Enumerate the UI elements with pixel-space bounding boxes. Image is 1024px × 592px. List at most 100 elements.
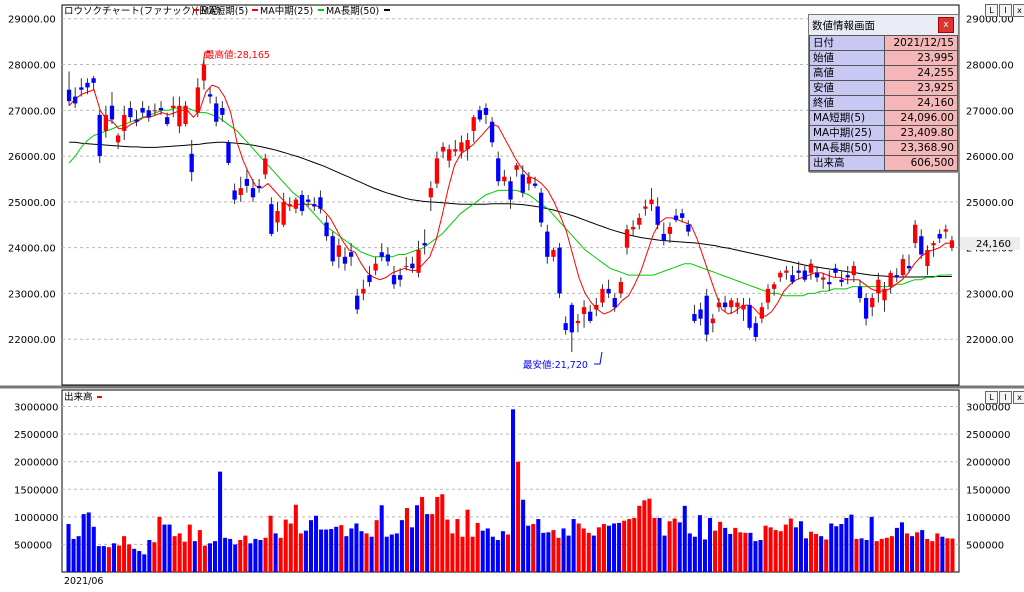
candle-body (207, 94, 213, 97)
candle-body (306, 199, 311, 202)
corner-btn-l-2[interactable]: L (985, 391, 998, 404)
volume-bar (334, 526, 339, 572)
candle-body (710, 318, 715, 324)
candle-body (342, 256, 348, 264)
volume-bar (521, 499, 526, 572)
volume-bar (283, 519, 288, 572)
volume-bar (268, 515, 273, 572)
info-table: 日付 2021/12/15 始値 23,995 高値 24,255 安値 23,925 終値 24… (809, 35, 958, 171)
volume-bar (793, 527, 798, 572)
volume-bar (192, 541, 197, 572)
candle-body (177, 105, 182, 127)
volume-bar (778, 531, 783, 572)
candle-body (557, 247, 562, 294)
candle-body (833, 268, 838, 273)
info-row: MA中期(25) 23,409.80 (809, 125, 958, 141)
corner-btn-i[interactable]: I (999, 4, 1012, 17)
volume-bar (319, 529, 324, 572)
candle-body (391, 275, 397, 285)
volume-bar (637, 505, 642, 572)
volume-bar (238, 540, 243, 572)
volume-bar (884, 537, 889, 572)
volume-bar (566, 535, 571, 572)
info-panel[interactable]: 数値情報画面 x 日付 2021/12/15 始値 23,995 高値 24,255 安値 2… (808, 14, 959, 172)
volume-tick-label-right: 2500000 (966, 430, 1011, 441)
candle-body (361, 288, 366, 294)
info-panel-header[interactable]: 数値情報画面 x (809, 15, 958, 35)
volume-bar (470, 536, 475, 572)
volume-bar (177, 533, 182, 572)
volume-bar (233, 544, 238, 572)
volume-bar (475, 522, 480, 572)
current-price-label: 24,160 (976, 239, 1011, 250)
candle-body (704, 295, 709, 335)
volume-bar (202, 545, 207, 572)
corner-btn-i-2[interactable]: I (999, 391, 1012, 404)
candle-body (66, 89, 72, 102)
date-start-label: 2021/06 (64, 576, 103, 587)
candle-body (790, 275, 795, 282)
volume-bar (702, 539, 707, 572)
volume-bar (374, 520, 379, 572)
volume-bar (500, 531, 505, 572)
info-row-key: MA短期(5) (809, 110, 885, 126)
volume-bar (819, 536, 824, 572)
candle-body (876, 279, 881, 294)
candle-body (913, 224, 918, 244)
volume-bar (531, 524, 536, 572)
volume-bar (96, 546, 101, 572)
info-row-value: 24,096.00 (884, 110, 958, 126)
volume-bar (288, 523, 293, 572)
corner-btn-l[interactable]: L (985, 4, 998, 17)
volume-bar (485, 528, 490, 572)
candle-body (937, 233, 942, 239)
candle-body (729, 300, 734, 308)
volume-bar (329, 528, 334, 572)
volume-bar (415, 505, 420, 572)
volume-tick-label-right: 500000 (966, 540, 1004, 551)
candle-body (367, 275, 372, 282)
volume-bar (743, 532, 748, 572)
price-tick-label-right: 22000.00 (966, 335, 1014, 346)
info-row: 終値 24,160 (809, 95, 958, 111)
volume-bar (571, 519, 576, 572)
candle-body (502, 176, 507, 182)
volume-bar (81, 514, 86, 572)
candle-body (863, 298, 869, 319)
volume-tick-label-left: 2000000 (14, 458, 59, 469)
volume-bar (339, 525, 344, 572)
corner-btn-x-2[interactable]: x (1013, 391, 1024, 404)
volume-bar (667, 521, 672, 572)
candle-body (189, 153, 194, 173)
candle-body (158, 108, 164, 111)
volume-bar (71, 538, 76, 572)
candle-body (545, 231, 550, 257)
info-row: MA長期(50) 23,368.90 (809, 140, 958, 156)
price-tick-label-right: 28000.00 (966, 61, 1014, 72)
volume-bar (758, 540, 763, 572)
volume-bar (859, 538, 864, 572)
candle-body (263, 158, 268, 175)
low-annotation: 最安値:21,720 (523, 359, 588, 371)
candle-body (551, 249, 556, 257)
candle-body (275, 211, 280, 223)
close-icon[interactable]: x (938, 17, 954, 33)
candle-body (661, 233, 666, 241)
corner-btn-x[interactable]: x (1013, 4, 1024, 17)
candle-body (318, 197, 323, 209)
price-tick-label-right: 26000.00 (966, 152, 1014, 163)
volume-bar (409, 527, 415, 572)
price-tick-label-right: 29000.00 (966, 15, 1014, 26)
volume-bar (773, 530, 778, 572)
volume-bar (445, 519, 450, 572)
volume-bar (218, 471, 223, 572)
info-row-key: 出来高 (809, 155, 885, 171)
legend-ma-short: MA短期(5) (201, 5, 248, 17)
candle-body (888, 272, 893, 287)
volume-bar (212, 541, 218, 572)
info-row-key: 高値 (809, 65, 885, 81)
candle-body (680, 213, 685, 218)
candle-body (109, 105, 115, 120)
candle-body (612, 298, 617, 308)
volume-panel (61, 389, 960, 573)
